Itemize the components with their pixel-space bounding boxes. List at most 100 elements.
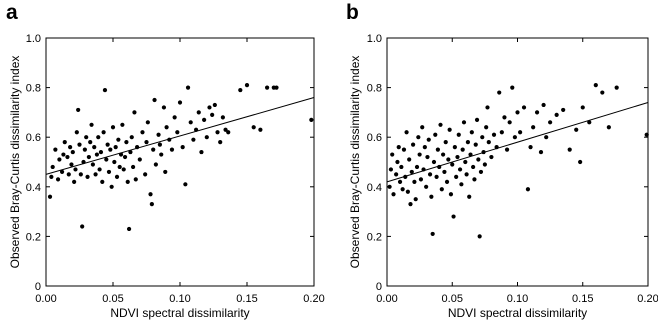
data-point bbox=[94, 152, 100, 157]
data-point bbox=[390, 152, 395, 157]
data-point bbox=[438, 122, 443, 127]
data-point bbox=[426, 137, 431, 142]
data-point bbox=[434, 174, 439, 179]
chart-panel-a: a 0.00 0.05 0.10 0.15 0.20 0 0.2 0.4 0.6 0.8 1.0 ND… bbox=[6, 2, 325, 321]
data-point bbox=[204, 135, 209, 140]
data-point bbox=[129, 135, 134, 140]
data-point bbox=[420, 125, 425, 130]
data-point bbox=[244, 83, 250, 88]
data-point bbox=[124, 140, 129, 145]
data-point bbox=[444, 179, 450, 184]
data-point bbox=[85, 174, 90, 179]
data-point bbox=[180, 145, 185, 150]
data-point bbox=[102, 87, 108, 93]
data-point bbox=[521, 105, 527, 110]
x-tick-label: 0.00 bbox=[376, 293, 397, 305]
data-point bbox=[50, 164, 55, 170]
data-point bbox=[412, 179, 417, 184]
x-tick-label: 0.00 bbox=[35, 293, 56, 305]
x-tick-label: 0.05 bbox=[442, 293, 463, 305]
data-point bbox=[476, 157, 481, 162]
data-point bbox=[177, 100, 183, 105]
data-point bbox=[125, 179, 130, 184]
data-point bbox=[469, 130, 474, 135]
data-point bbox=[157, 142, 162, 147]
data-point bbox=[593, 83, 598, 88]
x-tick-label: 0.15 bbox=[236, 293, 257, 305]
data-point bbox=[422, 145, 427, 150]
data-point bbox=[425, 154, 430, 160]
data-point bbox=[408, 202, 413, 207]
data-point bbox=[528, 145, 533, 150]
data-point bbox=[510, 85, 515, 90]
data-point bbox=[191, 137, 196, 142]
data-point bbox=[411, 142, 416, 147]
data-point bbox=[93, 172, 98, 177]
x-tick-label: 0.10 bbox=[507, 293, 528, 305]
data-point bbox=[68, 145, 73, 150]
data-point bbox=[473, 142, 478, 147]
data-point bbox=[70, 149, 75, 155]
data-point bbox=[456, 132, 461, 137]
data-point bbox=[113, 145, 118, 150]
data-point bbox=[472, 177, 477, 182]
data-point bbox=[74, 130, 79, 135]
data-point bbox=[401, 147, 407, 152]
data-point bbox=[57, 157, 62, 162]
data-point bbox=[538, 149, 544, 155]
data-point bbox=[105, 142, 110, 147]
data-point bbox=[614, 85, 619, 90]
data-point bbox=[143, 172, 148, 177]
x-tick-label: 0.05 bbox=[102, 293, 123, 305]
data-point bbox=[112, 159, 117, 165]
data-point bbox=[98, 149, 104, 155]
data-point bbox=[106, 169, 112, 175]
data-point bbox=[515, 110, 520, 115]
data-point bbox=[149, 202, 154, 207]
data-point bbox=[188, 120, 193, 125]
data-point bbox=[274, 85, 279, 90]
data-point bbox=[251, 125, 256, 130]
data-point bbox=[467, 194, 472, 199]
data-point bbox=[220, 115, 225, 120]
data-point bbox=[459, 182, 464, 187]
data-point bbox=[59, 169, 65, 175]
data-point bbox=[404, 130, 409, 135]
chart-panel-b: b 0.00 0.05 0.10 0.15 0.20 0 0.2 0.4 0.6 0.8 1.0 ND… bbox=[329, 0, 658, 336]
data-point bbox=[62, 140, 67, 145]
data-point bbox=[65, 154, 70, 160]
y-tick-label: 1.0 bbox=[26, 33, 41, 45]
data-point bbox=[78, 172, 83, 177]
data-point bbox=[443, 140, 448, 145]
x-tick-label: 0.20 bbox=[637, 293, 658, 305]
data-point bbox=[223, 127, 228, 132]
data-point bbox=[101, 130, 106, 135]
data-point bbox=[133, 177, 138, 182]
data-point bbox=[265, 85, 270, 90]
data-point bbox=[439, 187, 444, 192]
data-point bbox=[196, 110, 201, 115]
y-axis-title: Observed Bray-Curtis dissimilarity index bbox=[8, 56, 22, 269]
data-point bbox=[131, 164, 136, 170]
data-point bbox=[499, 130, 504, 135]
data-point bbox=[88, 140, 93, 145]
y-tick-label: 0.2 bbox=[26, 231, 41, 243]
data-point bbox=[418, 177, 424, 182]
data-point bbox=[114, 174, 120, 179]
data-point bbox=[587, 120, 592, 125]
data-point bbox=[480, 135, 485, 140]
data-point bbox=[400, 187, 405, 192]
data-point bbox=[454, 174, 459, 179]
data-point bbox=[185, 85, 191, 90]
data-point bbox=[507, 120, 512, 125]
data-point bbox=[464, 172, 469, 177]
data-point bbox=[548, 120, 553, 125]
data-point bbox=[116, 137, 121, 142]
data-point bbox=[448, 192, 454, 197]
data-point bbox=[55, 177, 61, 182]
data-point bbox=[109, 184, 114, 189]
data-point bbox=[388, 167, 394, 172]
data-point bbox=[148, 192, 153, 197]
plot-frame bbox=[386, 37, 649, 287]
data-point bbox=[446, 157, 451, 162]
